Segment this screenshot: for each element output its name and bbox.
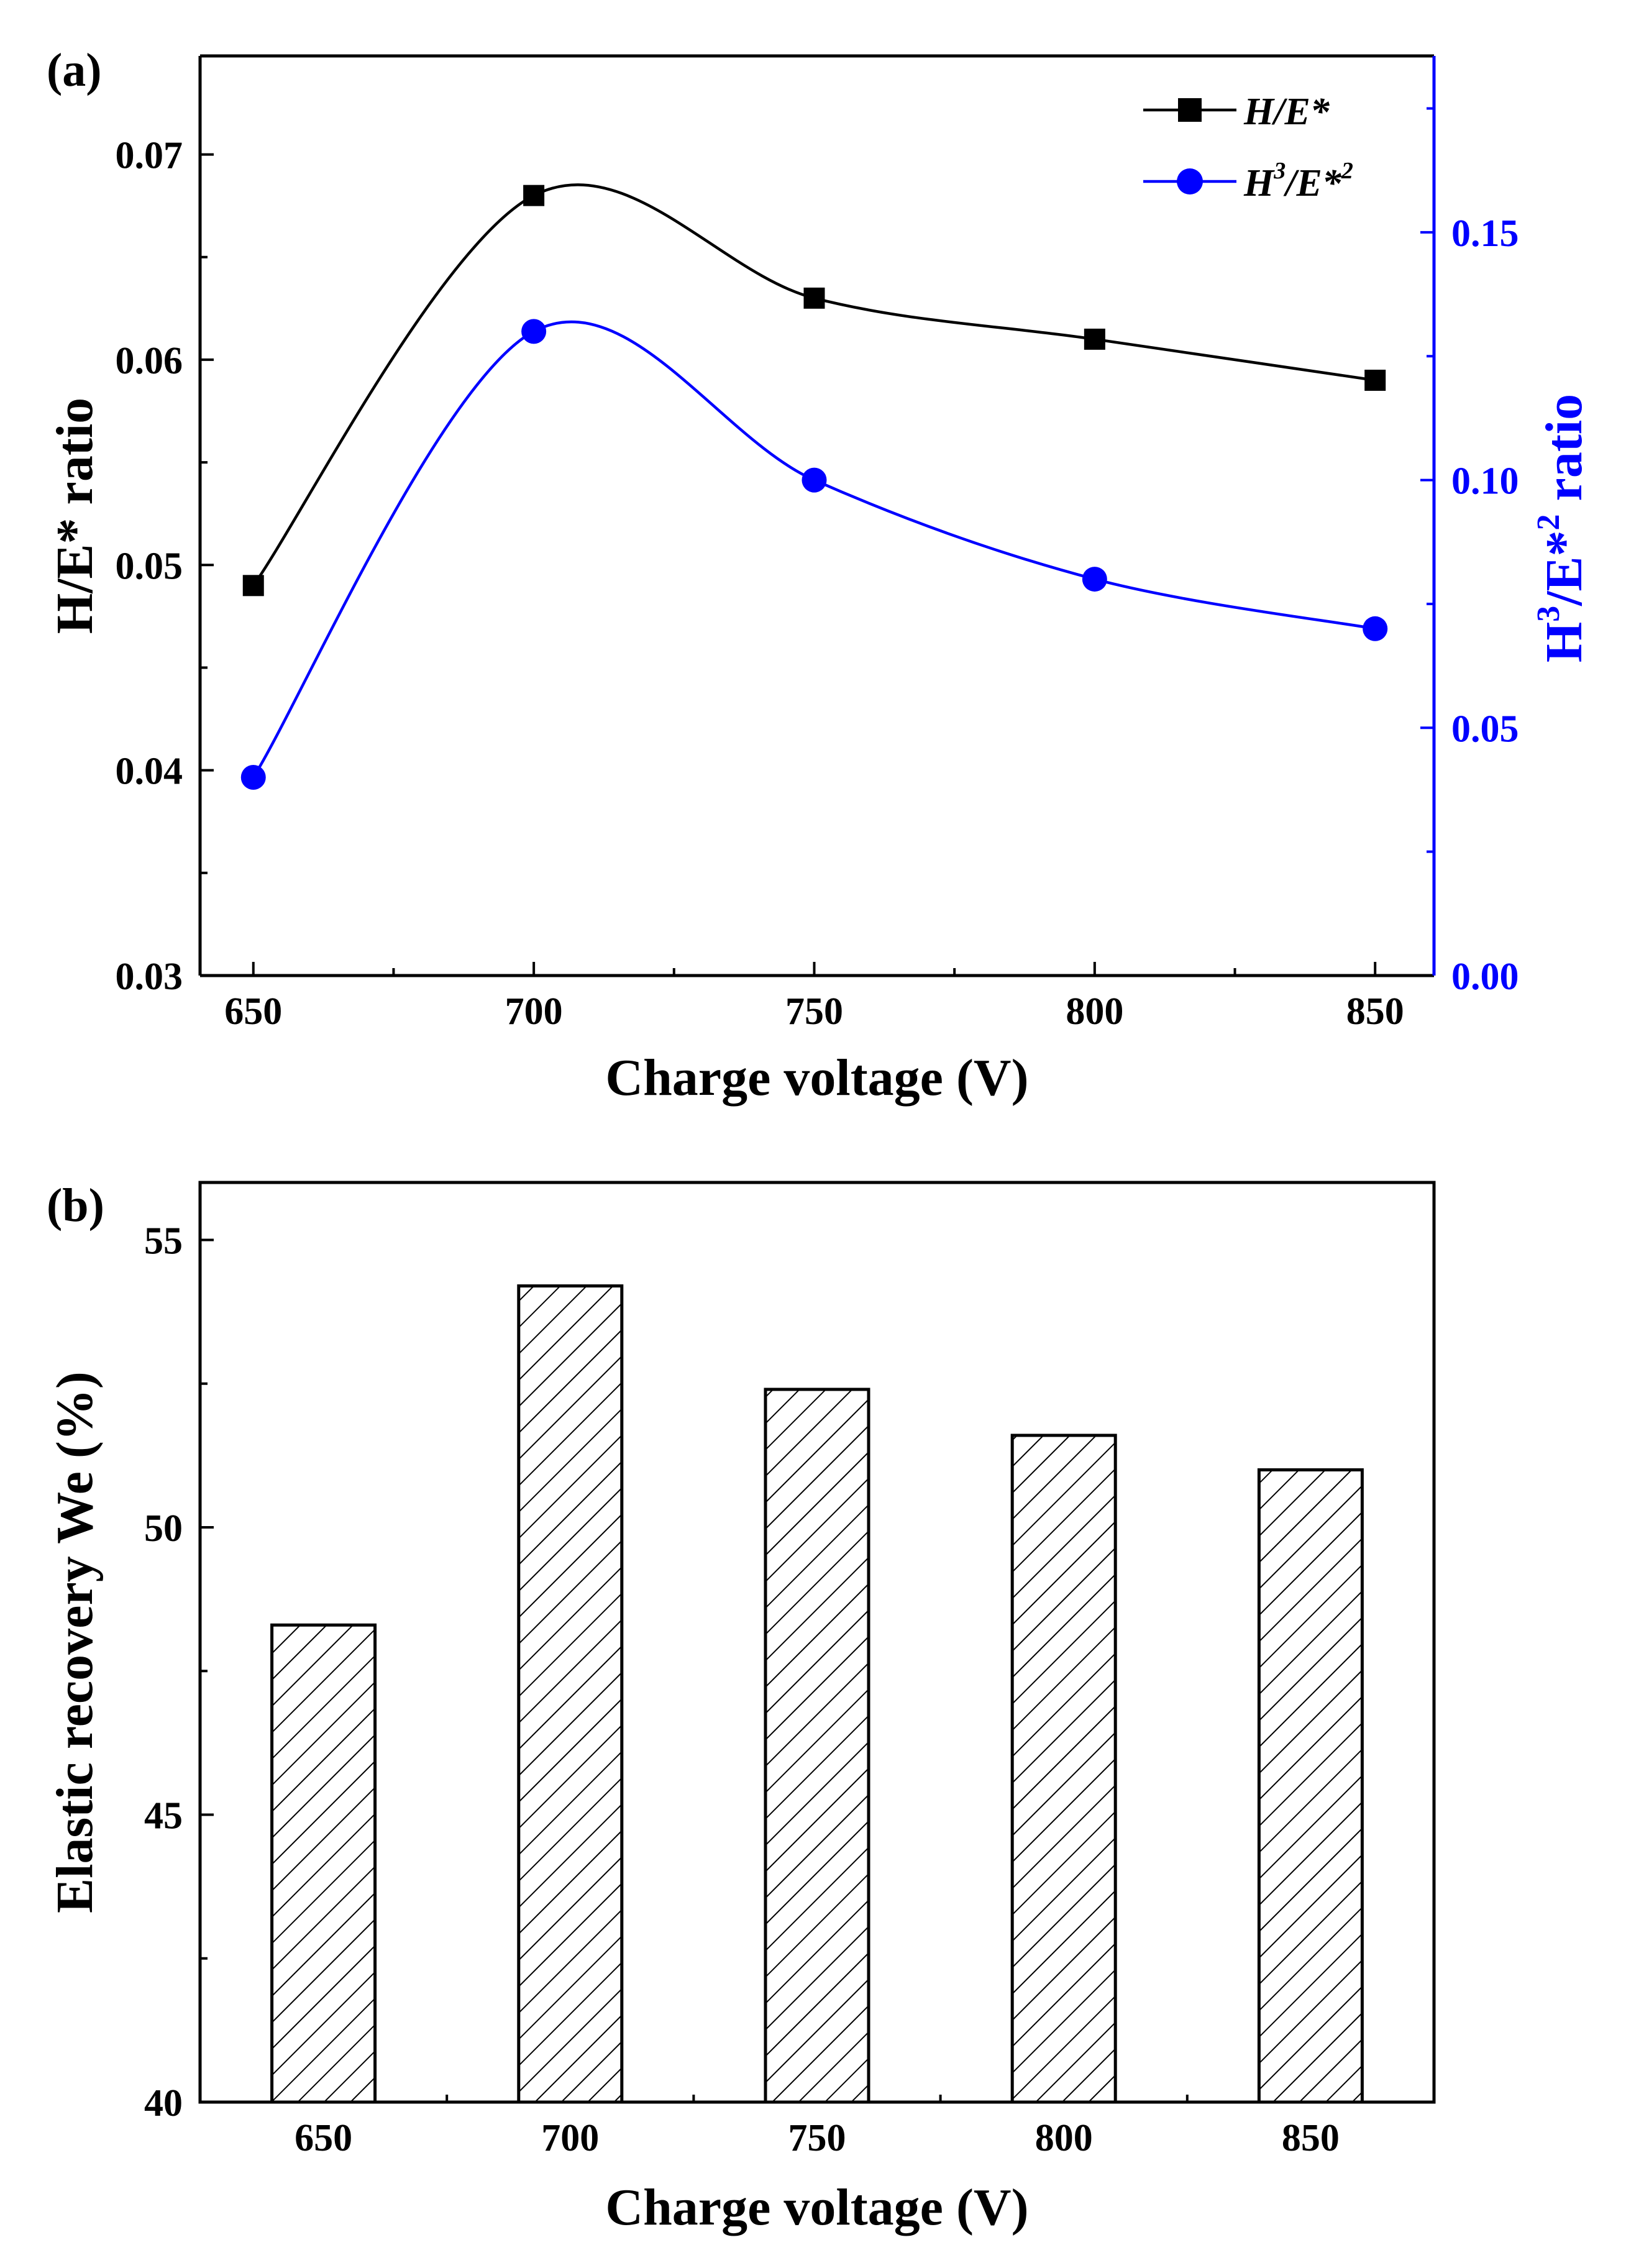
series-h-e-markers: [242, 185, 1386, 597]
x-tick-label: 650: [295, 2117, 352, 2159]
panel-a-x-axis-label: Charge voltage (V): [605, 1049, 1028, 1107]
h-e-point: [242, 575, 264, 597]
x-tick-label: 700: [505, 990, 563, 1033]
legend-h3-e2-sup1: 3: [1273, 158, 1286, 184]
y-tick-label: 40: [144, 2082, 183, 2124]
panel-b-y-axis-label: Elastic recovery We (%): [46, 1371, 104, 1913]
legend-h-e-label: H/E*: [1243, 91, 1330, 133]
y-tick-label: 45: [144, 1795, 183, 1837]
y2-label-tail: ratio: [1535, 394, 1593, 514]
y2-tick-label: 0.00: [1451, 956, 1519, 998]
h-e-point: [1084, 328, 1105, 350]
legend-h3-e2-base: H: [1243, 162, 1275, 204]
y-tick-label: 0.06: [116, 340, 183, 382]
x-tick-label: 700: [541, 2117, 599, 2159]
x-tick-label: 850: [1346, 990, 1404, 1033]
y2-tick-label: 0.15: [1451, 213, 1519, 255]
bar: [1257, 1468, 1364, 2104]
x-tick-label: 750: [788, 2117, 846, 2159]
y-tick-label: 55: [144, 1220, 183, 1263]
y2-label-mid: /E*: [1535, 530, 1593, 606]
x-tick-label: 750: [785, 990, 843, 1033]
h-e-point: [1364, 369, 1386, 391]
h3-e2-point: [521, 319, 547, 344]
panel-b: (b) 40 45 50 55 650 700 750 800 850 Charge volt…: [46, 1179, 1436, 2236]
y2-tick-label: 0.10: [1451, 460, 1519, 503]
bar: [764, 1388, 870, 2104]
panel-b-bars: [270, 1284, 1364, 2104]
x-tick-label: 800: [1066, 990, 1123, 1033]
x-tick-label: 850: [1282, 2117, 1340, 2159]
panel-a-y-ticks: 0.03 0.04 0.05 0.06 0.07: [116, 135, 214, 998]
h3-e2-point: [1082, 567, 1107, 592]
y-tick-label: 0.04: [116, 751, 183, 793]
x-tick-label: 650: [224, 990, 282, 1033]
panel-a-x-ticks: 650 700 750 800 850: [224, 962, 1404, 1033]
bar: [1010, 1434, 1117, 2104]
y-tick-label: 50: [144, 1507, 183, 1550]
h3-e2-point: [240, 765, 266, 790]
h-e-point: [803, 287, 825, 309]
legend-h3-e2-sup2: 2: [1341, 158, 1353, 184]
series-h3-e2-line: [252, 320, 1376, 779]
y-tick-label: 0.05: [116, 545, 183, 587]
legend-h-e-text: H/E*: [1243, 91, 1330, 133]
legend-h3-e2-label: H3/E*2: [1243, 158, 1353, 204]
panel-b-frame: [198, 1181, 1436, 2104]
y2-label-base: H: [1535, 622, 1593, 662]
series-h-e-line: [252, 183, 1376, 587]
panel-a-y2-ticks: 0.00 0.05 0.10 0.15: [1420, 107, 1519, 998]
panel-a-label: (a): [47, 44, 102, 96]
panel-a-y-axis-label: H/E* ratio: [46, 398, 104, 634]
panel-b-x-axis-label: Charge voltage (V): [605, 2179, 1028, 2236]
panel-a: (a) 0.03 0.04 0.05 0.06 0.07 0.00 0.05 0.10 0.1…: [46, 44, 1593, 1107]
h3-e2-point: [1363, 616, 1388, 641]
y-tick-label: 0.03: [116, 956, 183, 998]
panel-a-legend: H/E* H3/E*2: [1143, 91, 1353, 204]
y2-label-sup2: 2: [1531, 514, 1566, 530]
bar: [517, 1284, 624, 2104]
y2-label-sup1: 3: [1531, 606, 1566, 622]
legend-h3-e2-marker: [1177, 168, 1203, 194]
h-e-point: [523, 185, 545, 206]
y2-tick-label: 0.05: [1451, 708, 1519, 750]
y-tick-label: 0.07: [116, 135, 183, 177]
legend-h-e-marker: [1178, 98, 1202, 122]
h3-e2-point: [802, 467, 827, 493]
legend-h3-e2-mid: /E*: [1283, 162, 1342, 204]
panel-a-y2-axis-label: H3/E*2 ratio: [1531, 394, 1593, 662]
series-h3-e2-markers: [240, 319, 1388, 790]
panel-b-x-ticks: 650 700 750 800 850: [295, 2095, 1340, 2159]
panel-b-label: (b): [47, 1179, 104, 1232]
panel-b-y-ticks: 40 45 50 55: [144, 1220, 214, 2124]
x-tick-label: 800: [1035, 2117, 1093, 2159]
bar: [270, 1623, 377, 2104]
